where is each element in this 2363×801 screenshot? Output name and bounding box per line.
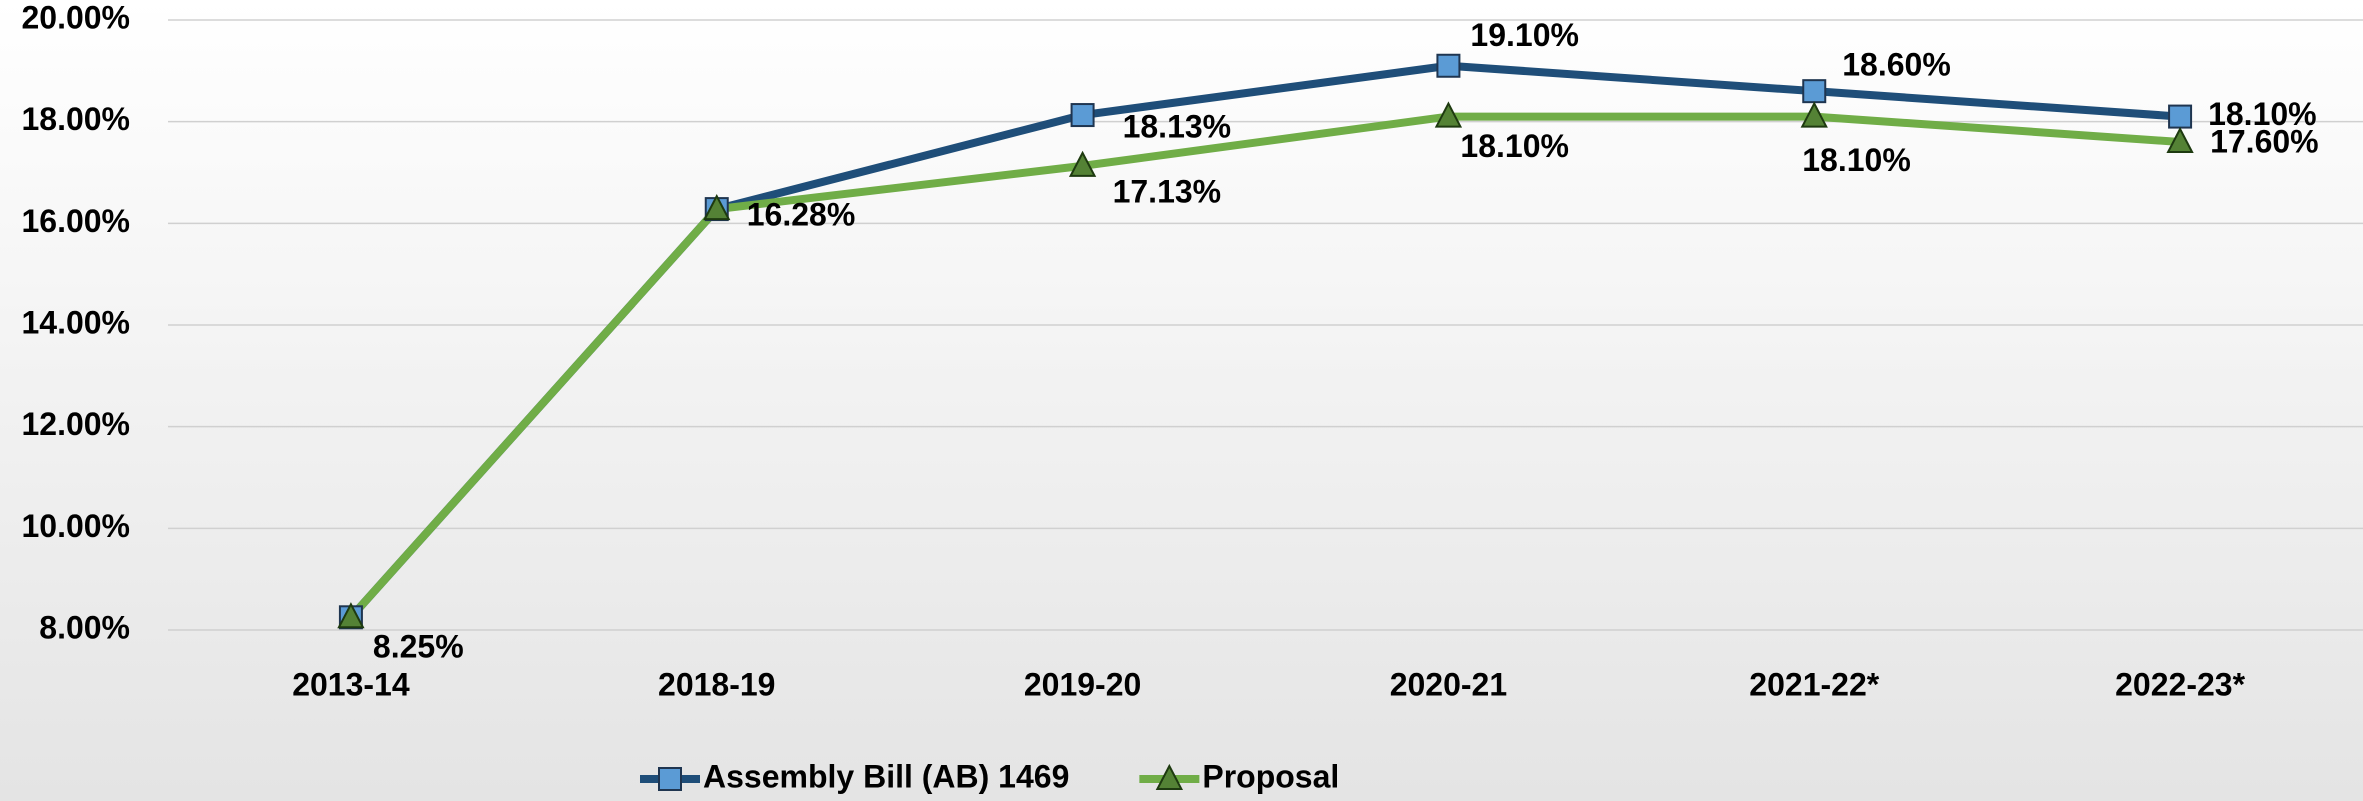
data-label: 18.13%	[1123, 109, 1232, 145]
data-label: 18.10%	[2208, 96, 2317, 132]
series-line	[347, 112, 2181, 620]
legend-marker	[1155, 763, 1184, 790]
x-tick-label: 2022-23*	[2115, 666, 2245, 702]
y-tick-label: 10.00%	[21, 508, 130, 544]
x-tick-label: 2021-22*	[1749, 666, 1879, 702]
data-point	[1802, 79, 1827, 104]
data-label: 16.28%	[747, 197, 856, 233]
data-point	[1436, 53, 1461, 78]
data-label: 18.60%	[1842, 47, 1951, 83]
y-tick-label: 8.00%	[39, 609, 130, 645]
data-label: 17.60%	[2210, 123, 2319, 159]
data-point	[1068, 150, 1097, 177]
data-point	[337, 602, 365, 629]
y-tick-label: 18.00%	[21, 101, 130, 137]
data-point	[2168, 104, 2193, 129]
data-label: 19.10%	[1470, 17, 1579, 53]
data-point	[1434, 101, 1463, 128]
x-tick-label: 2018-19	[658, 666, 775, 702]
y-tick-label: 16.00%	[21, 203, 130, 239]
legend-marker	[658, 767, 682, 791]
data-label: 18.10%	[1802, 142, 1911, 178]
data-label: 8.25%	[373, 629, 464, 665]
y-tick-label: 12.00%	[21, 406, 130, 442]
x-tick-label: 2020-21	[1390, 666, 1507, 702]
data-point	[1070, 103, 1095, 128]
x-tick-label: 2019-20	[1024, 666, 1141, 702]
data-point	[1800, 101, 1828, 128]
legend-label: Proposal	[1202, 758, 1339, 794]
legend-label: Assembly Bill (AB) 1469	[703, 758, 1069, 794]
y-tick-label: 20.00%	[21, 0, 130, 35]
data-point	[2166, 126, 2194, 153]
data-label: 18.10%	[1460, 128, 1569, 164]
x-tick-label: 2013-14	[292, 666, 410, 702]
y-tick-label: 14.00%	[21, 304, 130, 340]
data-label: 17.13%	[1113, 173, 1222, 209]
data-point	[703, 193, 731, 221]
